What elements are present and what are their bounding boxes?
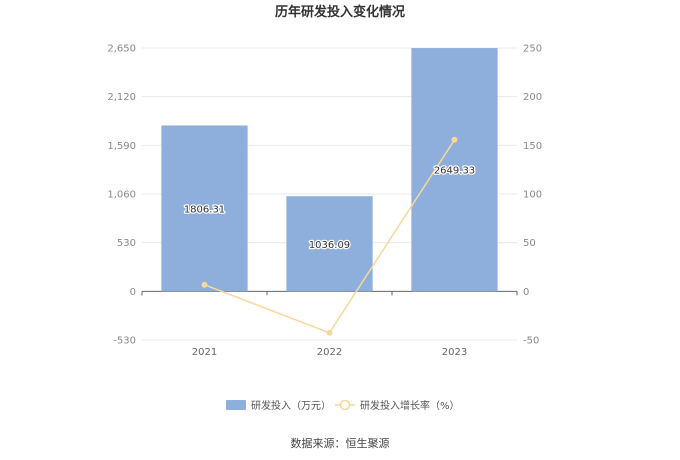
left-tick-label: 1,590 (107, 141, 136, 152)
bar-2021 (161, 125, 248, 292)
growth-line-series (201, 136, 458, 336)
growth-point-2021 (201, 281, 208, 288)
left-tick-label: 2,120 (107, 92, 136, 103)
bar-2023 (411, 48, 498, 292)
bar-series (161, 48, 498, 292)
x-axis: 2021 2022 2023 (141, 290, 518, 358)
legend-swatch-line-marker (339, 399, 351, 411)
right-tick-label: 250 (523, 44, 542, 55)
legend: 研发投入（万元） 研发投入增长率（%） (226, 399, 460, 412)
left-tick-label: 1,060 (107, 190, 136, 201)
left-y-axis: -530 0 530 1,060 1,590 2,120 2,650 (107, 44, 136, 347)
left-tick-label: 0 (130, 287, 136, 298)
right-tick-label: 200 (523, 92, 542, 103)
bar-2022 (286, 196, 373, 292)
right-tick-label: 150 (523, 141, 542, 152)
legend-label-line: 研发投入增长率（%） (360, 399, 460, 412)
growth-point-2023 (451, 136, 458, 143)
right-tick-label: 50 (523, 238, 536, 249)
bar-value-label: 1806.31 (184, 204, 225, 215)
data-source: 数据来源：恒生聚源 (291, 436, 390, 450)
bar-value-label: 2649.33 (434, 166, 475, 177)
x-tick-label: 2021 (192, 347, 217, 358)
x-tick-label: 2022 (317, 347, 342, 358)
bar-value-label: 1036.09 (309, 240, 350, 251)
right-tick-label: 0 (523, 287, 529, 298)
left-tick-label: 530 (117, 238, 136, 249)
legend-label-bar: 研发投入（万元） (251, 399, 331, 412)
legend-swatch-bar (226, 400, 246, 410)
bar-data-labels: 1806.31 1036.09 2649.33 (183, 164, 477, 252)
left-tick-label: -530 (113, 336, 136, 347)
right-tick-label: -50 (523, 336, 539, 347)
right-y-axis: -50 0 50 100 150 200 250 (523, 44, 542, 347)
left-tick-label: 2,650 (107, 44, 136, 55)
right-tick-label: 100 (523, 190, 542, 201)
chart-title: 历年研发投入变化情况 (275, 4, 405, 20)
x-tick-label: 2023 (442, 347, 467, 358)
growth-point-2022 (326, 329, 333, 336)
